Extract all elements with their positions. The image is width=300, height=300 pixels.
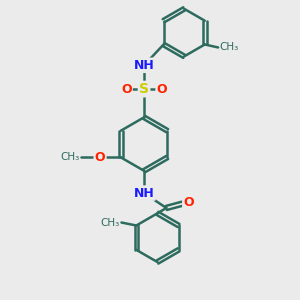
- Text: O: O: [121, 82, 131, 96]
- Text: O: O: [157, 82, 167, 96]
- Text: CH₃: CH₃: [60, 152, 79, 162]
- Text: NH: NH: [134, 187, 154, 200]
- Text: CH₃: CH₃: [101, 218, 120, 227]
- Text: CH₃: CH₃: [220, 43, 239, 52]
- Text: NH: NH: [134, 59, 154, 72]
- Text: S: S: [139, 82, 149, 96]
- Text: O: O: [183, 196, 194, 208]
- Text: O: O: [95, 151, 105, 164]
